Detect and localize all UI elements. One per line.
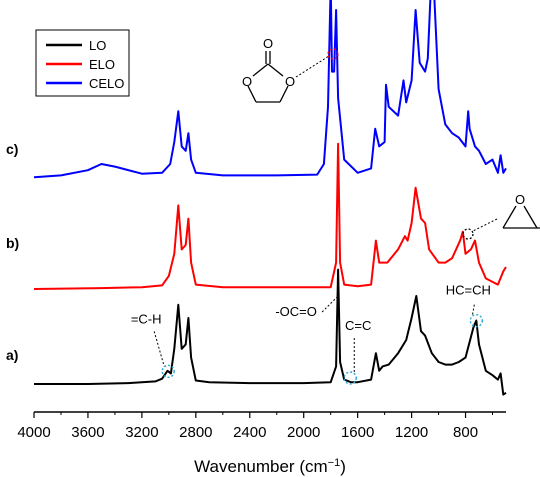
x-tick-label: 1600 [341, 424, 374, 441]
x-tick-label: 2400 [233, 424, 266, 441]
legend: LO ELO CELO [35, 29, 130, 97]
x-tick-label: 3600 [71, 424, 104, 441]
annotation-label: -OC=O [275, 304, 317, 319]
x-axis-ticks: 4000 3600 3200 2800 2400 2000 1600 1200 800 [17, 412, 494, 441]
peak-annotations: =C-H -OC=O C=C HC=CH [131, 283, 491, 385]
carbonate-pointer [295, 55, 330, 78]
carbonate-highlight-circle [327, 48, 339, 60]
annotation-circle [161, 364, 175, 379]
x-tick-label: 1200 [395, 424, 428, 441]
annotation-label: =C-H [131, 311, 162, 326]
epoxide-o: O [515, 192, 525, 207]
annotation-pointer [321, 295, 339, 313]
series-line-celo [33, 0, 507, 179]
trace-label-a: a) [6, 347, 18, 363]
series-line-lo [34, 268, 507, 396]
carbonate-ring-o-right: O [285, 74, 295, 89]
plot-area [33, 0, 507, 396]
annotation-label: C=C [345, 318, 371, 333]
annotation-pointer [153, 331, 165, 367]
annotation-label: HC=CH [446, 283, 491, 298]
x-tick-label: 3200 [125, 424, 158, 441]
x-axis-title: Wavenumber (cm−1) [194, 457, 346, 476]
trace-label-c: c) [6, 141, 18, 157]
trace-label-b: b) [6, 235, 19, 251]
annotation-pointer [471, 304, 475, 316]
epoxide-highlight-circle [462, 228, 474, 240]
cyclic-carbonate-structure [247, 51, 289, 103]
x-tick-label: 2000 [287, 424, 320, 441]
legend-label-celo: CELO [89, 76, 124, 91]
x-tick-label: 2800 [179, 424, 212, 441]
annotation-circle [343, 371, 357, 385]
x-tick-label: 4000 [17, 424, 50, 441]
carbonate-ring-o-left: O [242, 74, 252, 89]
legend-label-elo: ELO [89, 57, 115, 72]
epoxide-structure [502, 205, 540, 229]
annotation-circle [469, 313, 484, 328]
epoxide-pointer [472, 218, 498, 232]
x-tick-label: 800 [453, 424, 478, 441]
carbonate-carbonyl-o: O [263, 36, 273, 51]
legend-label-lo: LO [89, 38, 106, 53]
series-line-elo [33, 142, 507, 290]
